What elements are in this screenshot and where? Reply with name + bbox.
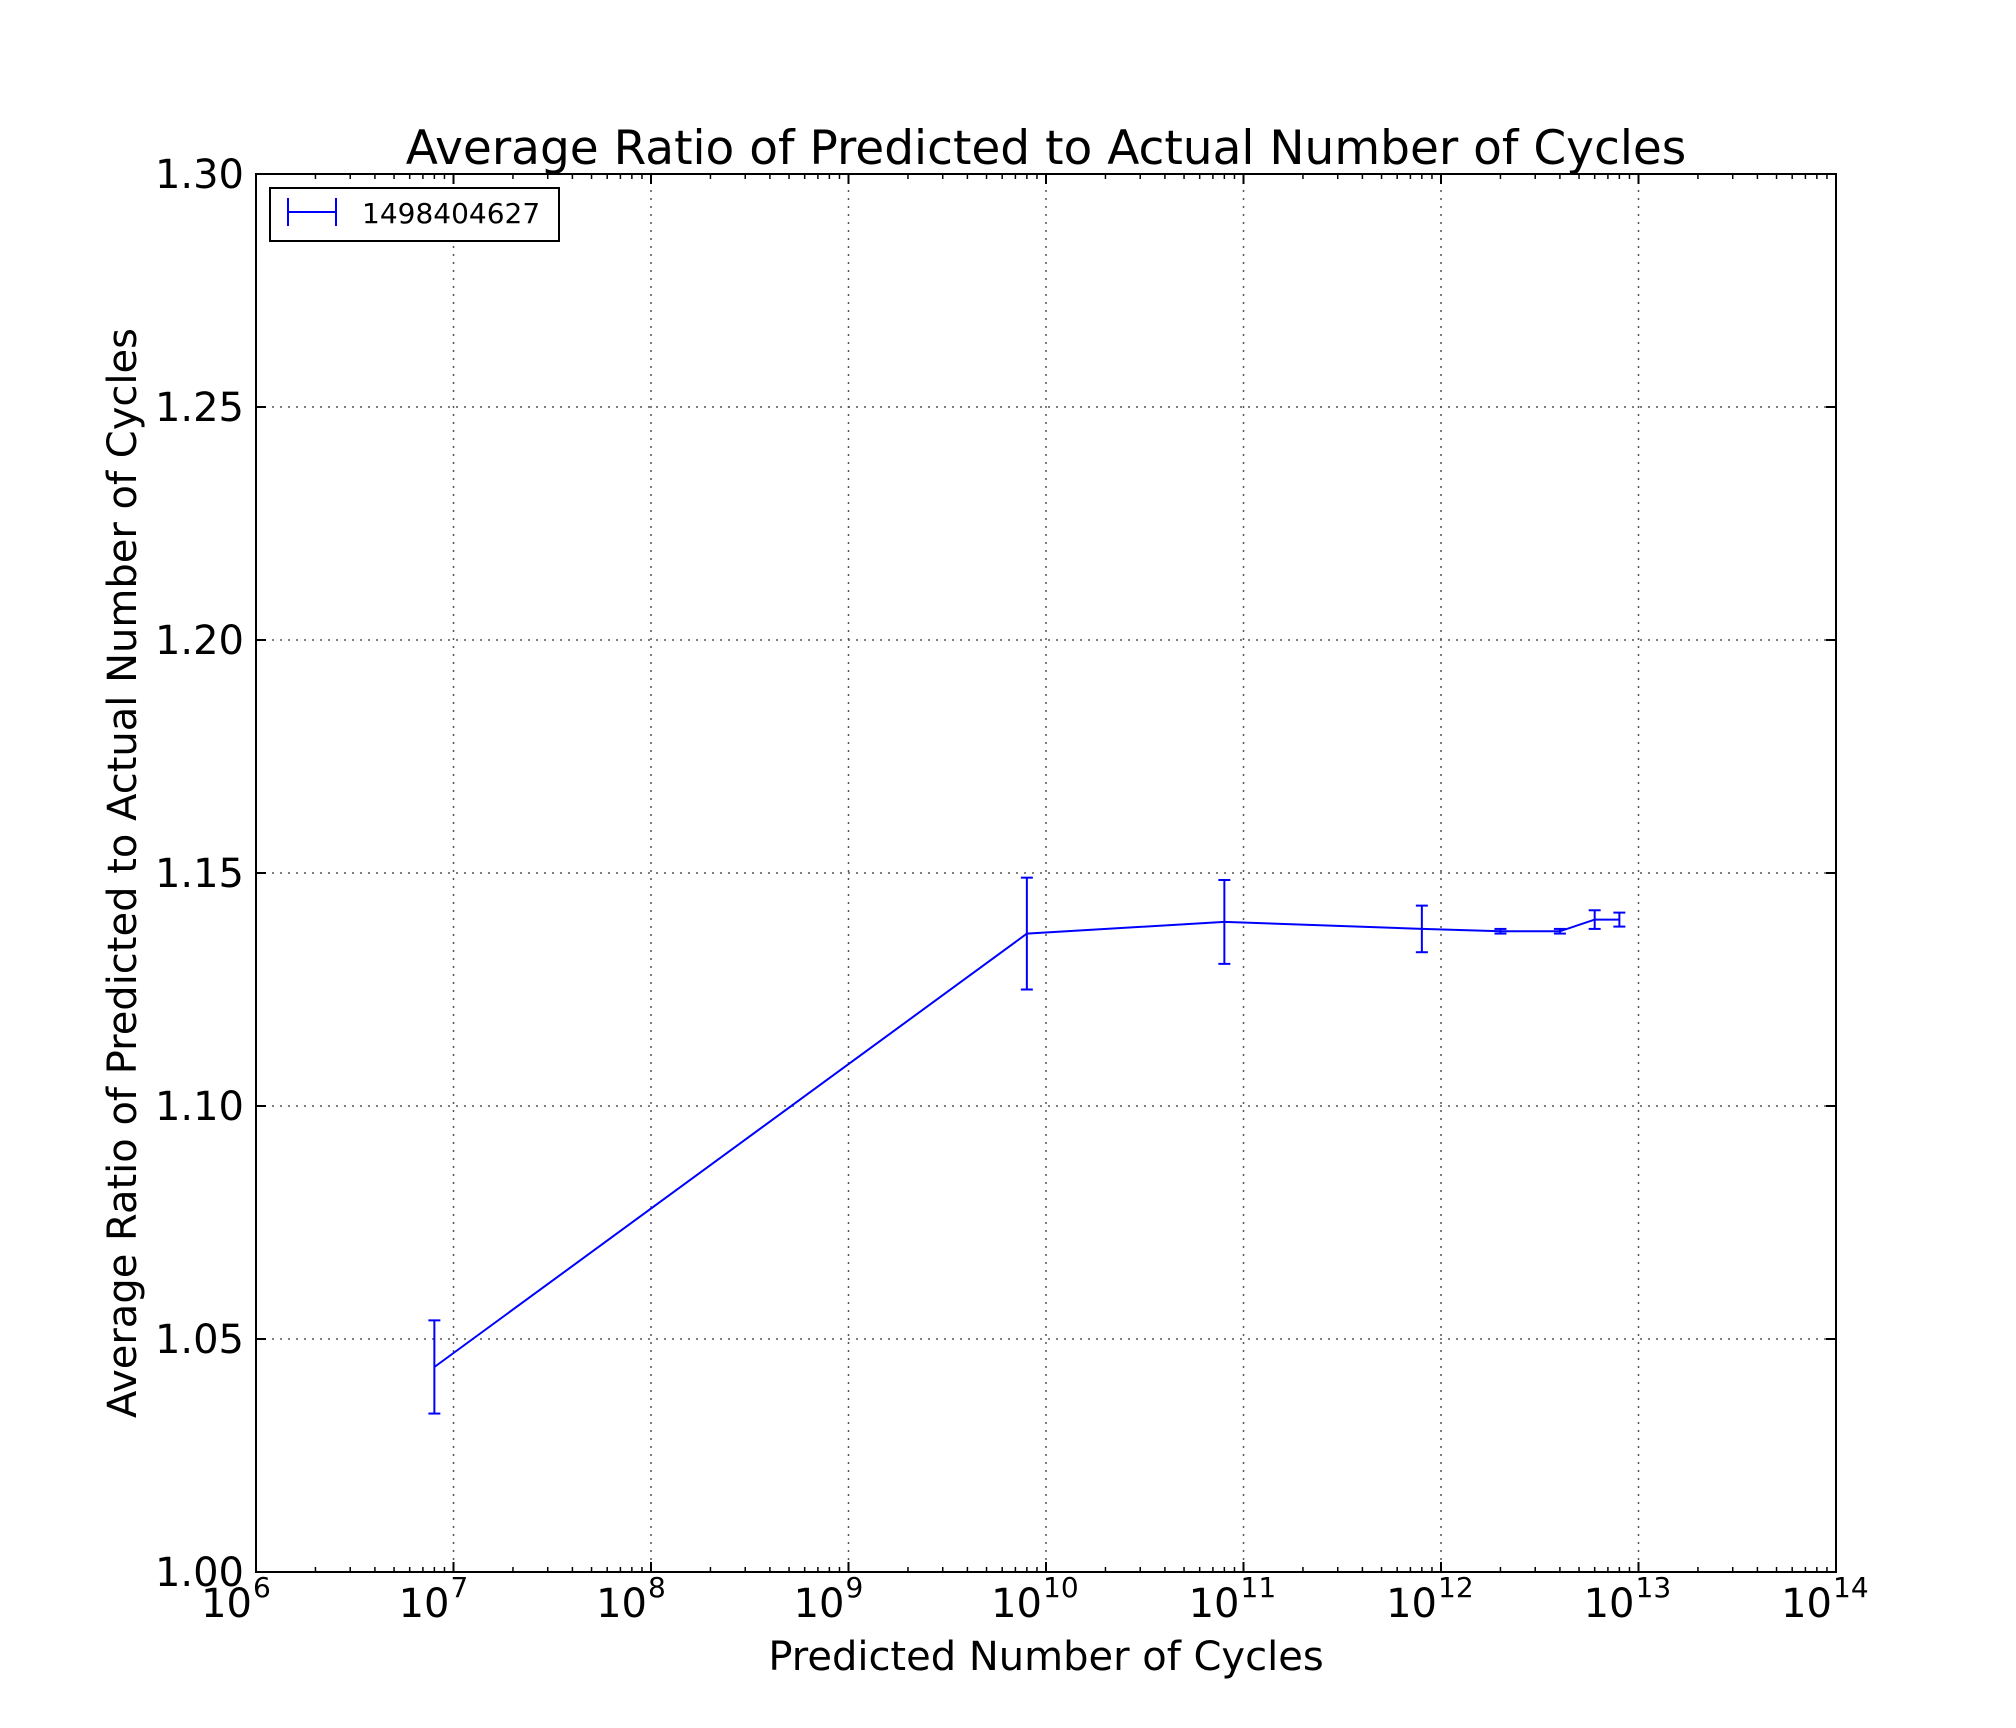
x-tick-exponent: 11 bbox=[1241, 1571, 1277, 1604]
y-tick-label: 1.10 bbox=[155, 1084, 244, 1130]
legend-box bbox=[269, 187, 560, 242]
x-tick-label: 10 bbox=[201, 1581, 252, 1627]
x-tick-exponent: 9 bbox=[846, 1571, 864, 1604]
x-axis-label: Predicted Number of Cycles bbox=[768, 1634, 1323, 1680]
series-layer bbox=[428, 876, 1626, 1415]
x-tick-label: 10 bbox=[794, 1581, 845, 1627]
x-tick-label: 10 bbox=[991, 1581, 1042, 1627]
x-tick-label: 10 bbox=[1189, 1581, 1240, 1627]
x-tick-exponent: 6 bbox=[253, 1571, 271, 1604]
x-tick-label: 10 bbox=[1386, 1581, 1437, 1627]
x-tick-label: 10 bbox=[399, 1581, 450, 1627]
legend-series-marker bbox=[287, 198, 337, 226]
y-axis-label: Average Ratio of Predicted to Actual Num… bbox=[100, 328, 146, 1418]
ticks: 10 6 10 7 10 8 10 9 10 10 10 11 10 12 10 13 10 141.001.05… bbox=[155, 152, 1869, 1627]
x-tick-label: 10 bbox=[596, 1581, 647, 1627]
chart-title: Average Ratio of Predicted to Actual Num… bbox=[406, 121, 1687, 176]
x-tick-exponent: 13 bbox=[1636, 1571, 1672, 1604]
x-tick-label: 10 bbox=[1584, 1581, 1635, 1627]
x-tick-exponent: 14 bbox=[1833, 1571, 1869, 1604]
series-line bbox=[433, 918, 1620, 1368]
x-tick-label: 10 bbox=[1781, 1581, 1832, 1627]
legend: 1498404627 bbox=[269, 187, 560, 242]
legend-series-label: 1498404627 bbox=[362, 197, 540, 230]
y-tick-label: 1.15 bbox=[155, 851, 244, 897]
y-tick-label: 1.30 bbox=[155, 152, 244, 198]
y-tick-label: 1.20 bbox=[155, 618, 244, 664]
y-tick-label: 1.05 bbox=[155, 1317, 244, 1363]
x-tick-exponent: 10 bbox=[1043, 1571, 1079, 1604]
x-tick-exponent: 8 bbox=[648, 1571, 666, 1604]
x-tick-exponent: 12 bbox=[1438, 1571, 1474, 1604]
y-tick-label: 1.25 bbox=[155, 385, 244, 431]
y-tick-label: 1.00 bbox=[155, 1550, 244, 1596]
x-tick-exponent: 7 bbox=[451, 1571, 469, 1604]
grid bbox=[256, 174, 1836, 1572]
